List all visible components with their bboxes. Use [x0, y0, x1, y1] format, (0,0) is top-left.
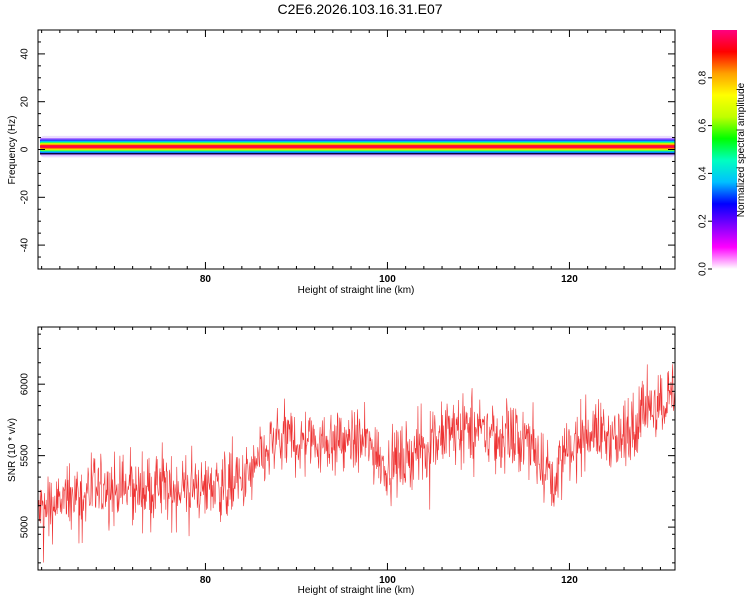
y-tick-label: -20 — [20, 190, 31, 205]
x-tick-label: 120 — [561, 274, 578, 285]
x-tick-label: 80 — [200, 274, 212, 285]
x-tick-label: 80 — [200, 575, 212, 586]
colorbar-tick-label: 0.8 — [698, 70, 709, 84]
spectrogram-y-label: Frequency (Hz) — [7, 116, 18, 185]
snr-x-ticks: 80 100 120 — [41, 327, 661, 586]
colorbar-tick-label: 0.6 — [698, 118, 709, 132]
spectrogram-y-ticks: -40 -20 0 20 40 — [20, 29, 675, 270]
x-tick-label: 100 — [379, 274, 396, 285]
y-tick-label: 0 — [20, 146, 31, 152]
y-tick-label: 20 — [20, 96, 31, 108]
y-tick-label: 6000 — [20, 373, 31, 396]
spectrogram-band-layer — [40, 145, 675, 148]
spectrogram-band — [40, 135, 675, 158]
snr-series-line — [37, 364, 676, 563]
y-tick-label: 40 — [20, 48, 31, 60]
colorbar-gradient — [712, 30, 737, 269]
x-tick-label: 100 — [379, 575, 396, 586]
snr-x-label: Height of straight line (km) — [298, 585, 415, 596]
spectrogram-x-label: Height of straight line (km) — [298, 285, 415, 296]
colorbar-ticks: 0.0 0.2 0.4 0.6 0.8 — [698, 70, 712, 276]
y-tick-label: -40 — [20, 237, 31, 252]
colorbar-tick-label: 0.2 — [698, 214, 709, 228]
snr-y-label: SNR (10 * v/v) — [7, 418, 18, 482]
y-tick-label: 5500 — [20, 444, 31, 467]
x-tick-label: 120 — [561, 575, 578, 586]
colorbar: 0.0 0.2 0.4 0.6 0.8 Normalized spectral ampl… — [698, 30, 747, 276]
y-tick-label: 5000 — [20, 516, 31, 539]
colorbar-label: Normalized spectral amplitude — [736, 82, 747, 217]
colorbar-tick-label: 0.0 — [698, 262, 709, 276]
snr-y-ticks: 5000 5500 6000 — [20, 333, 675, 564]
spectrogram-x-ticks: 80 100 120 — [41, 30, 661, 285]
snr-panel: 80 100 120 5000 5500 6000 Height of straight… — [7, 326, 676, 596]
chart-title: C2E6.2026.103.16.31.E07 — [277, 1, 442, 17]
spectrogram-panel: 80 100 120 -40 -20 0 20 40 Height of straight … — [7, 29, 676, 296]
colorbar-tick-label: 0.4 — [698, 166, 709, 180]
